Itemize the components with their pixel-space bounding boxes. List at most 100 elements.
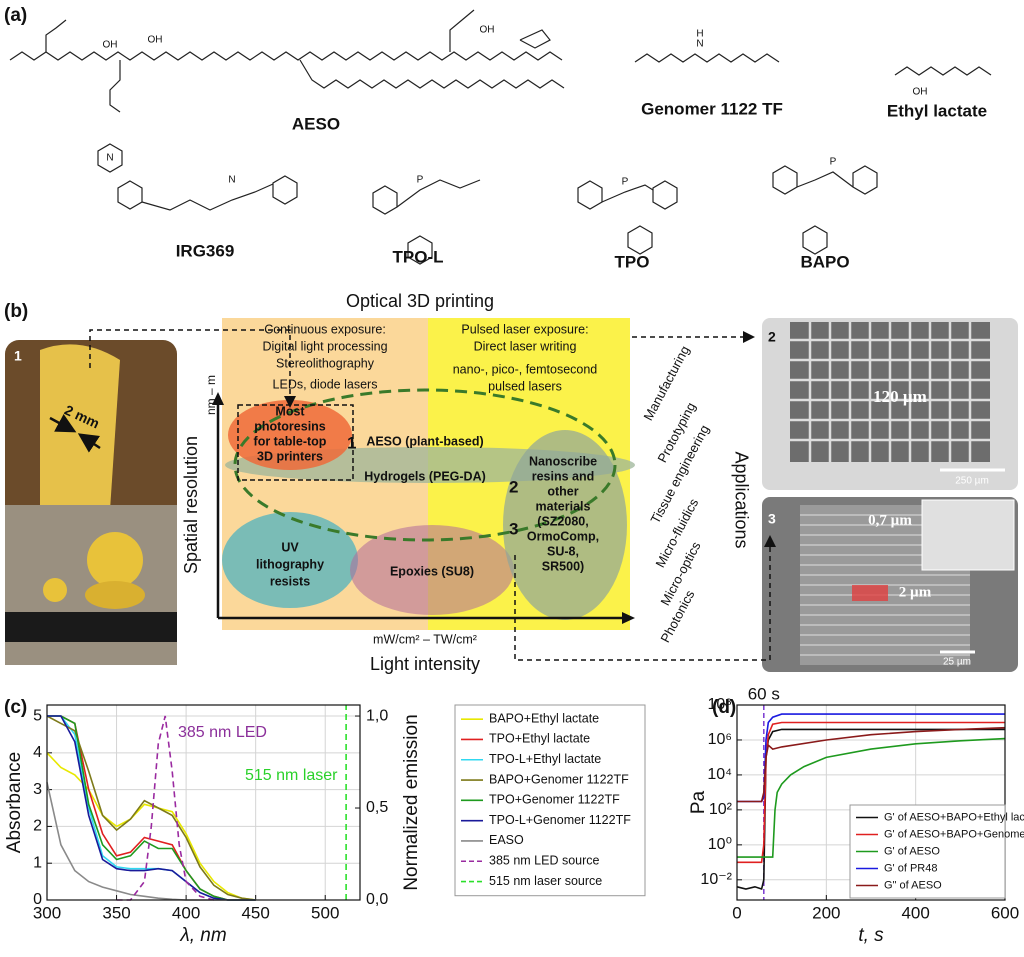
panel-label: (b): [4, 301, 28, 322]
x-tick-label: 500: [311, 903, 339, 922]
y-tick-label: 5: [33, 707, 42, 724]
y-tick-label: 3: [33, 781, 42, 798]
region-text: Epoxies (SU8): [390, 564, 474, 578]
region-text: (SZ2080,: [537, 514, 588, 528]
y2-tick-label: 0,0: [366, 891, 388, 908]
dashed-arrows: [89, 329, 776, 661]
y-tick-label: 10⁶: [708, 731, 732, 748]
annotation: 515 nm laser: [245, 767, 338, 784]
series-line: [47, 715, 256, 901]
atom-label: P: [830, 157, 837, 168]
axes: [216, 398, 630, 620]
x-tick-label: 200: [812, 903, 840, 922]
compound-name: Ethyl lactate: [887, 101, 987, 120]
legend-label: TPO+Ethyl lactate: [489, 732, 590, 746]
region-text: resins and: [532, 469, 595, 483]
region-text: photoresins: [254, 419, 326, 433]
x-tick-label: 400: [172, 903, 200, 922]
axis-label: Light intensity: [370, 654, 480, 674]
x-tick-label: 450: [241, 903, 269, 922]
series-line: [737, 737, 1006, 858]
arrow: [49, 414, 77, 433]
y-tick-label: 10⁻²: [700, 871, 732, 888]
scale-label: 0,7 µm: [868, 512, 912, 528]
x-tick-label: 300: [33, 903, 61, 922]
series-line: [116, 715, 215, 901]
y-axis-label: Pa: [688, 790, 709, 814]
ellipse-aeso: [233, 388, 617, 542]
header-line: Digital light processing: [262, 339, 387, 353]
y-tick-label: 1: [33, 854, 42, 871]
x-tick-label: 600: [991, 903, 1019, 922]
region-text: Most: [275, 404, 305, 418]
compound-name: IRG369: [176, 241, 235, 260]
region-number: 2: [509, 477, 518, 496]
legend-label: TPO-L+Genomer 1122TF: [489, 813, 631, 827]
atom-label: OH: [148, 35, 163, 46]
plot-frame: [46, 704, 361, 901]
region-number: 1: [347, 433, 356, 452]
region-text: AESO (plant-based): [366, 434, 483, 448]
header-line: Stereolithography: [276, 356, 375, 370]
x-tick-label: 400: [901, 903, 929, 922]
legend-label: 515 nm laser source: [489, 874, 602, 888]
region-text: OrmoComp,: [527, 529, 599, 543]
legend-label: G' of AESO+BAPO+Genomer: [884, 828, 1024, 840]
photo-number: 1: [14, 348, 22, 364]
atom-label: H: [696, 29, 703, 40]
scale-label: 2 µm: [899, 584, 932, 600]
region-text: Hydrogels (PEG-DA): [364, 469, 486, 483]
scale-label: 250 µm: [955, 476, 989, 487]
panel-label: (c): [4, 697, 27, 718]
marker-label: 60 s: [748, 684, 780, 703]
atom-label: N: [696, 39, 703, 50]
y-tick-label: 10²: [709, 801, 733, 818]
legend-label: G' of AESO: [884, 845, 940, 857]
legend-label: G' of AESO+BAPO+Ethyl lactate: [884, 811, 1024, 823]
y-tick-label: 10⁴: [707, 766, 732, 783]
x-tick-label: 350: [102, 903, 130, 922]
y-tick-label: 4: [33, 744, 42, 761]
header-line: nano-, pico-, femtosecond: [453, 362, 598, 376]
ellipse-photoresins: [228, 400, 352, 470]
header-line: pulsed lasers: [488, 379, 562, 393]
legend-label: G' of PR48: [884, 862, 937, 874]
atom-label: OH: [913, 87, 928, 98]
diagram-title: Optical 3D printing: [346, 291, 494, 311]
compound-name: TPO-L: [393, 247, 444, 266]
region-text: lithography: [256, 557, 324, 571]
plot-frame: [736, 704, 1006, 901]
series-line: [737, 726, 1006, 803]
ellipse-epoxies: [350, 525, 514, 615]
compound-name: TPO: [615, 252, 650, 271]
x-axis-label: λ, nm: [179, 925, 226, 946]
region-text: other: [547, 484, 578, 498]
sem-image: [762, 318, 1018, 672]
photo-number: 3: [768, 511, 776, 527]
photo-number: 2: [768, 329, 776, 345]
atom-label: P: [417, 175, 424, 186]
y2-tick-label: 0,5: [366, 799, 388, 816]
region-text: resists: [270, 574, 310, 588]
legend-label: 385 nm LED source: [489, 854, 600, 868]
legend-box: [454, 704, 646, 897]
region-text: 3D printers: [257, 449, 323, 463]
scale-label: 120 µm: [873, 387, 927, 406]
region-text: SU-8,: [547, 544, 579, 558]
compound-name: Genomer 1122 TF: [641, 99, 783, 118]
region-text: Nanoscribe: [529, 454, 597, 468]
series-line: [737, 721, 1005, 864]
region-text: SR500): [542, 559, 584, 573]
y2-tick-label: 1,0: [366, 707, 388, 724]
header-line: Continuous exposure:: [264, 322, 386, 336]
atom-label: N: [106, 153, 113, 164]
y-tick-label: 10⁸: [707, 696, 732, 713]
panel-label: (d): [712, 697, 736, 718]
axis-range: mW/cm² – TW/cm²: [373, 632, 477, 646]
y-axis-label: Absorbance: [4, 752, 25, 853]
region-text: UV: [281, 540, 299, 554]
y-tick-label: 0: [33, 891, 42, 908]
legend-label: TPO+Genomer 1122TF: [489, 793, 620, 807]
region-number: 3: [509, 519, 518, 538]
annotation: 385 nm LED: [178, 724, 267, 741]
